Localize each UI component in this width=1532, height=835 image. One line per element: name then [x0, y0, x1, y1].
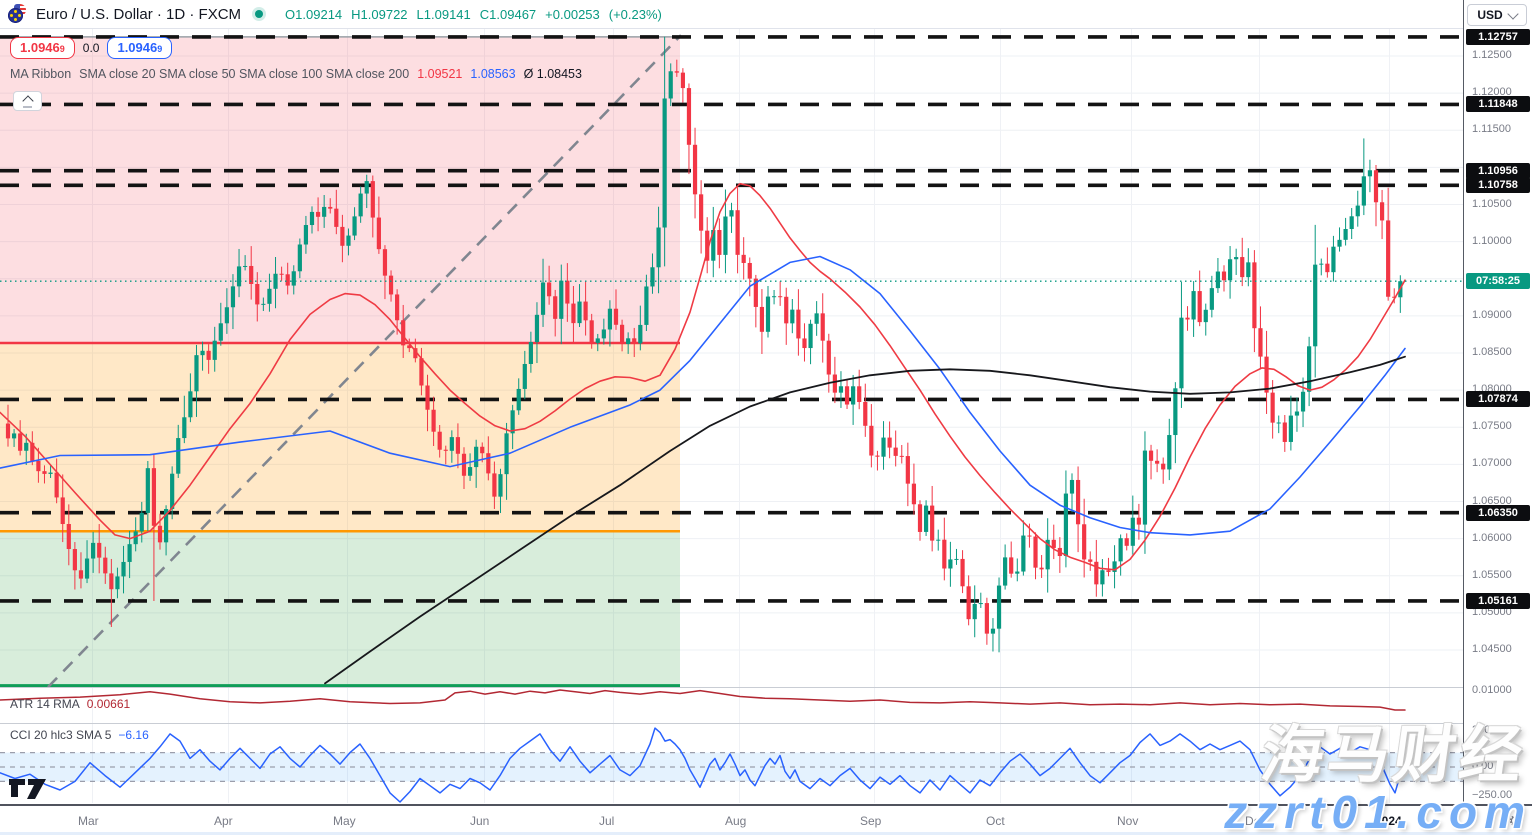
atr-title: ATR 14 RMA — [10, 697, 80, 711]
price-tick-label: 1.04500 — [1472, 643, 1512, 655]
time-axis-label[interactable]: Jul — [599, 814, 615, 828]
alert-price-red[interactable]: 1.0946 9 — [10, 37, 75, 59]
price-tick-label: 1.10000 — [1472, 235, 1512, 247]
price-level-badge[interactable]: 1.05161 — [1466, 593, 1530, 609]
price-level-badge[interactable]: 1.12757 — [1466, 29, 1530, 45]
symbol-title[interactable]: Euro / U.S. Dollar · 1D · FXCM — [36, 5, 242, 23]
change-value: +0.00253 — [545, 6, 600, 22]
trendline[interactable] — [47, 34, 682, 689]
indicator-title: MA Ribbon — [10, 67, 72, 81]
ma-mid-value: 1.08563 — [470, 67, 516, 81]
price-level-badge[interactable]: 1.10956 — [1466, 163, 1530, 179]
ma-ribbon-legend[interactable]: MA Ribbon SMA close 20 SMA close 50 SMA … — [10, 67, 582, 81]
change-percent: (+0.23%) — [608, 6, 662, 22]
cci-axis-label: −250.00 — [1472, 789, 1513, 801]
cci-title: CCI 20 hlc3 SMA 5 — [10, 728, 112, 742]
time-axis-label[interactable]: Aug — [725, 814, 747, 828]
pane-separator[interactable] — [0, 723, 1532, 724]
cci-axis-label: 250.00 — [1472, 724, 1506, 736]
currency-label: USD — [1477, 8, 1503, 22]
ma-fast-value: 1.09521 — [417, 67, 463, 81]
time-axis-label[interactable]: Dec — [1245, 814, 1267, 828]
price-tick-label: 1.07500 — [1472, 420, 1512, 432]
price-axis[interactable]: 1.12500 1.12000 1.11500 1.10500 1.10000 1.090… — [1463, 0, 1532, 835]
symbol-toolbar: Euro / U.S. Dollar · 1D · FXCM O1.09214 … — [0, 0, 1463, 29]
price-tick-label: 1.06000 — [1472, 532, 1512, 544]
gear-icon[interactable]: ⚙ — [1508, 813, 1522, 830]
cci-indicator-legend[interactable]: CCI 20 hlc3 SMA 5 −6.16 — [10, 728, 149, 742]
chart-canvas[interactable] — [0, 0, 1463, 803]
chevron-up-icon — [21, 95, 34, 107]
time-axis-label[interactable]: Sep — [860, 814, 882, 828]
price-tick-label: 1.07000 — [1472, 457, 1512, 469]
chevron-down-icon — [1507, 7, 1519, 20]
price-tick-label: 1.11500 — [1472, 123, 1511, 135]
price-tick-label: 1.05500 — [1472, 569, 1512, 581]
resistance-zone[interactable] — [0, 36, 680, 343]
spread-value: 0.0 — [82, 41, 100, 55]
time-axis-label[interactable]: Nov — [1117, 814, 1139, 828]
price-tick-label: 1.05000 — [1472, 606, 1512, 618]
cci-value: −6.16 — [118, 728, 149, 742]
price-tick-label: 1.09000 — [1472, 309, 1512, 321]
price-tick-label: 1.08500 — [1472, 346, 1512, 358]
ma-avg-value: Ø 1.08453 — [523, 67, 582, 81]
countdown-badge: 07:58:25 — [1466, 273, 1530, 289]
tradingview-logo-icon[interactable] — [8, 772, 50, 802]
time-axis-label[interactable]: May — [333, 814, 356, 828]
indicator-params: SMA close 20 SMA close 50 SMA close 100 … — [79, 67, 410, 81]
support-zone[interactable] — [0, 531, 680, 686]
ohlc-readout: O1.09214 H1.09722 L1.09141 C1.09467 +0.0… — [285, 7, 662, 22]
neutral-zone[interactable] — [0, 342, 680, 532]
pane-separator[interactable] — [0, 687, 1532, 688]
price-tick-label: 1.06500 — [1472, 495, 1512, 507]
time-axis-label[interactable]: 2024 — [1375, 814, 1402, 828]
time-axis-label[interactable]: Jun — [470, 814, 490, 828]
market-status-dot-icon[interactable] — [255, 10, 264, 18]
price-level-badge[interactable]: 1.11848 — [1466, 96, 1530, 112]
sma-fast-line — [0, 182, 1406, 571]
time-axis[interactable]: Mar Apr May Jun Jul Aug Sep Oct Nov Dec 2024 ⚙ — [0, 804, 1532, 835]
price-alert-row: 1.0946 9 0.0 1.0946 9 — [10, 37, 173, 59]
high-value: H1.09722 — [351, 6, 408, 22]
cci-axis-label: 0.00 — [1472, 760, 1494, 772]
time-axis-label[interactable]: Mar — [78, 814, 99, 828]
currency-selector[interactable]: USD — [1467, 4, 1527, 26]
low-value: L1.09141 — [416, 6, 471, 22]
cci-line — [0, 727, 1406, 803]
close-value: C1.09467 — [479, 6, 537, 22]
collapse-legend-button[interactable] — [13, 91, 42, 111]
eu-us-flags-icon — [8, 4, 30, 24]
price-level-badge[interactable]: 1.10758 — [1466, 177, 1530, 193]
atr-axis-label: 0.01000 — [1472, 684, 1512, 696]
open-value: O1.09214 — [285, 6, 343, 22]
price-tick-label: 1.12500 — [1472, 49, 1512, 61]
atr-value: 0.00661 — [86, 697, 131, 711]
price-level-badge[interactable]: 1.07874 — [1466, 391, 1530, 407]
atr-indicator-legend[interactable]: ATR 14 RMA 0.00661 — [10, 697, 130, 711]
atr-line — [0, 689, 1406, 711]
candles-layer — [5, 36, 1403, 653]
window-edge — [0, 832, 1532, 835]
price-level-badge[interactable]: 1.06350 — [1466, 505, 1530, 521]
time-axis-label[interactable]: Oct — [986, 814, 1005, 828]
sma-mid-line — [0, 255, 1406, 536]
alert-price-blue[interactable]: 1.0946 9 — [107, 37, 173, 59]
price-tick-label: 1.10500 — [1472, 198, 1512, 210]
price-tick-label: 1.12000 — [1472, 86, 1512, 98]
time-axis-label[interactable]: Apr — [214, 814, 233, 828]
sma-slow-line — [324, 355, 1406, 685]
